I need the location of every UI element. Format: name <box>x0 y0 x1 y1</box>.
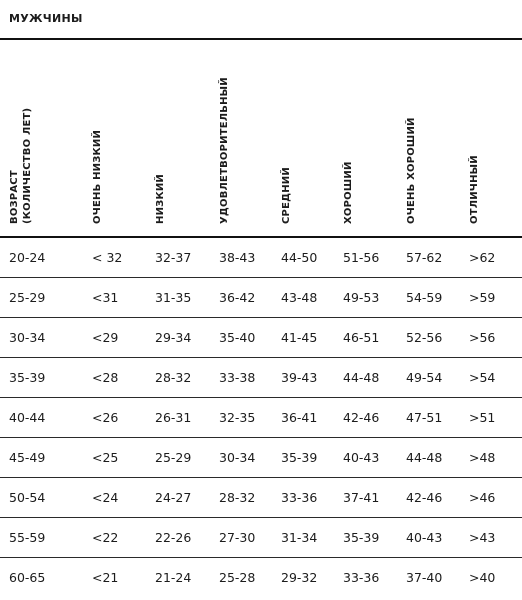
value-cell: 28-32 <box>219 490 256 505</box>
table-row: 20-24 < 32 32-37 38-43 44-50 51-56 57-62 >62 <box>0 238 522 278</box>
value-cell: <29 <box>92 330 119 345</box>
value-cell: 44-48 <box>343 370 380 385</box>
value-cell: 52-56 <box>406 330 443 345</box>
header-label: НИЗКИЙ <box>155 174 166 224</box>
value-cell: 40-43 <box>406 530 443 545</box>
value-cell: <24 <box>92 490 119 505</box>
value-cell: 35-40 <box>219 330 256 345</box>
value-cell: 35-39 <box>343 530 380 545</box>
value-cell: >56 <box>469 330 496 345</box>
value-cell: 28-32 <box>155 370 192 385</box>
header-row: ВОЗРАСТ (КОЛИЧЕСТВО ЛЕТ) ОЧЕНЬ НИЗКИЙ НИЗКИ… <box>0 40 522 238</box>
value-cell: 21-24 <box>155 570 192 585</box>
value-cell: 41-45 <box>281 330 318 345</box>
value-cell: 37-41 <box>343 490 380 505</box>
age-cell: 50-54 <box>9 490 46 505</box>
value-cell: >48 <box>469 450 496 465</box>
value-cell: 26-31 <box>155 410 192 425</box>
title-bar: МУЖЧИНЫ <box>0 0 522 40</box>
table-row: 60-65 <21 21-24 25-28 29-32 33-36 37-40 >40 <box>0 558 522 597</box>
value-cell: 36-41 <box>281 410 318 425</box>
value-cell: 54-59 <box>406 290 443 305</box>
value-cell: 25-29 <box>155 450 192 465</box>
value-cell: <26 <box>92 410 119 425</box>
value-cell: 37-40 <box>406 570 443 585</box>
table-row: 45-49 <25 25-29 30-34 35-39 40-43 44-48 >48 <box>0 438 522 478</box>
value-cell: 51-56 <box>343 250 380 265</box>
value-cell: 44-50 <box>281 250 318 265</box>
value-cell: 57-62 <box>406 250 443 265</box>
value-cell: 27-30 <box>219 530 256 545</box>
value-cell: >54 <box>469 370 496 385</box>
age-cell: 30-34 <box>9 330 46 345</box>
value-cell: >62 <box>469 250 496 265</box>
value-cell: 29-32 <box>281 570 318 585</box>
value-cell: 44-48 <box>406 450 443 465</box>
value-cell: 40-43 <box>343 450 380 465</box>
age-cell: 45-49 <box>9 450 46 465</box>
value-cell: 38-43 <box>219 250 256 265</box>
value-cell: 43-48 <box>281 290 318 305</box>
header-label: УДОВЛЕТВОРИТЕЛЬНЫЙ <box>219 77 230 224</box>
value-cell: <22 <box>92 530 119 545</box>
age-cell: 55-59 <box>9 530 46 545</box>
value-cell: 35-39 <box>281 450 318 465</box>
header-label: ОЧЕНЬ ХОРОШИЙ <box>406 117 417 224</box>
value-cell: < 32 <box>92 250 123 265</box>
header-label: ВОЗРАСТ (КОЛИЧЕСТВО ЛЕТ) <box>9 107 33 224</box>
value-cell: >51 <box>469 410 496 425</box>
age-cell: 40-44 <box>9 410 46 425</box>
value-cell: 42-46 <box>406 490 443 505</box>
value-cell: 25-28 <box>219 570 256 585</box>
value-cell: 31-35 <box>155 290 192 305</box>
age-cell: 25-29 <box>9 290 46 305</box>
value-cell: 33-38 <box>219 370 256 385</box>
value-cell: >43 <box>469 530 496 545</box>
age-cell: 60-65 <box>9 570 46 585</box>
value-cell: >46 <box>469 490 496 505</box>
value-cell: <31 <box>92 290 119 305</box>
value-cell: 33-36 <box>281 490 318 505</box>
header-label: ОЧЕНЬ НИЗКИЙ <box>92 129 103 224</box>
value-cell: 42-46 <box>343 410 380 425</box>
header-label: ХОРОШИЙ <box>343 161 354 224</box>
value-cell: 49-53 <box>343 290 380 305</box>
value-cell: <21 <box>92 570 119 585</box>
age-cell: 20-24 <box>9 250 46 265</box>
table-title: МУЖЧИНЫ <box>9 12 83 25</box>
table-row: 35-39 <28 28-32 33-38 39-43 44-48 49-54 >54 <box>0 358 522 398</box>
table-row: 50-54 <24 24-27 28-32 33-36 37-41 42-46 >46 <box>0 478 522 518</box>
value-cell: 49-54 <box>406 370 443 385</box>
value-cell: 32-37 <box>155 250 192 265</box>
value-cell: >59 <box>469 290 496 305</box>
header-label: ОТЛИЧНЫЙ <box>469 155 480 224</box>
value-cell: 31-34 <box>281 530 318 545</box>
value-cell: 32-35 <box>219 410 256 425</box>
value-cell: 22-26 <box>155 530 192 545</box>
value-cell: 30-34 <box>219 450 256 465</box>
header-label: СРЕДНИЙ <box>281 167 292 224</box>
value-cell: 29-34 <box>155 330 192 345</box>
value-cell: <28 <box>92 370 119 385</box>
age-cell: 35-39 <box>9 370 46 385</box>
value-cell: 36-42 <box>219 290 256 305</box>
table-row: 40-44 <26 26-31 32-35 36-41 42-46 47-51 >51 <box>0 398 522 438</box>
value-cell: 33-36 <box>343 570 380 585</box>
value-cell: 46-51 <box>343 330 380 345</box>
table-row: 55-59 <22 22-26 27-30 31-34 35-39 40-43 >43 <box>0 518 522 558</box>
table-row: 30-34 <29 29-34 35-40 41-45 46-51 52-56 >56 <box>0 318 522 358</box>
value-cell: 24-27 <box>155 490 192 505</box>
table-row: 25-29 <31 31-35 36-42 43-48 49-53 54-59 >59 <box>0 278 522 318</box>
value-cell: >40 <box>469 570 496 585</box>
value-cell: 47-51 <box>406 410 443 425</box>
value-cell: 39-43 <box>281 370 318 385</box>
value-cell: <25 <box>92 450 119 465</box>
